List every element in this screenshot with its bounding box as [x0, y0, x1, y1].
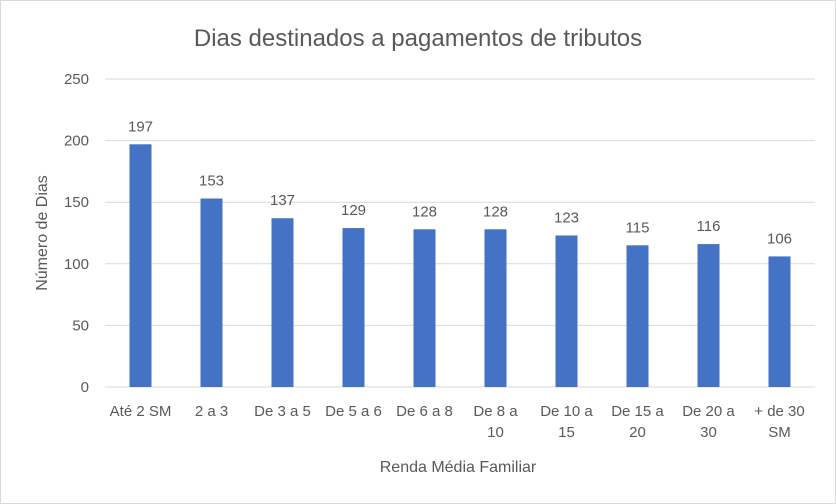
data-label: 128 [412, 203, 437, 220]
bar [697, 244, 720, 387]
data-label: 106 [767, 230, 792, 247]
x-tick-label: SM [768, 424, 791, 441]
data-label: 116 [697, 218, 721, 235]
x-tick-label: De 6 a 8 [396, 403, 453, 420]
data-label: 137 [270, 192, 295, 209]
bar [413, 229, 436, 387]
x-tick-label: De 5 a 6 [325, 403, 382, 420]
chart-title: Dias destinados a pagamentos de tributos [194, 25, 642, 52]
bar [129, 144, 152, 387]
data-label: 153 [199, 173, 224, 190]
data-label: 123 [554, 209, 579, 226]
data-label: 115 [626, 219, 650, 236]
x-tick-label: 20 [629, 424, 646, 441]
y-tick-label: 100 [64, 256, 89, 273]
y-tick-label: 0 [81, 379, 89, 396]
y-axis-label: Número de Dias [34, 175, 51, 291]
bar [200, 198, 223, 387]
x-tick-label: 30 [700, 424, 717, 441]
y-tick-label: 250 [64, 71, 89, 88]
y-tick-label: 200 [64, 133, 89, 150]
bar [555, 235, 578, 387]
bar [768, 256, 791, 387]
x-tick-label: De 15 a [611, 403, 664, 420]
data-label: 197 [128, 118, 153, 135]
bar [484, 229, 507, 387]
y-tick-label: 150 [64, 194, 89, 211]
data-label: 128 [483, 203, 508, 220]
x-tick-label: De 10 a [540, 403, 593, 420]
x-tick-label: 15 [558, 424, 575, 441]
x-tick-label: 10 [487, 424, 504, 441]
x-tick-label: De 8 a [473, 403, 518, 420]
bar [626, 245, 649, 387]
x-tick-label: De 3 a 5 [254, 403, 311, 420]
x-tick-label: De 20 a [682, 403, 735, 420]
x-tick-label: 2 a 3 [195, 403, 228, 420]
x-tick-label: Até 2 SM [110, 403, 172, 420]
y-tick-label: 50 [72, 317, 89, 334]
bar [271, 218, 294, 387]
x-tick-label: + de 30 [754, 403, 804, 420]
x-axis-label: Renda Média Familiar [380, 459, 537, 476]
bar [342, 228, 365, 387]
data-label: 129 [341, 202, 366, 219]
